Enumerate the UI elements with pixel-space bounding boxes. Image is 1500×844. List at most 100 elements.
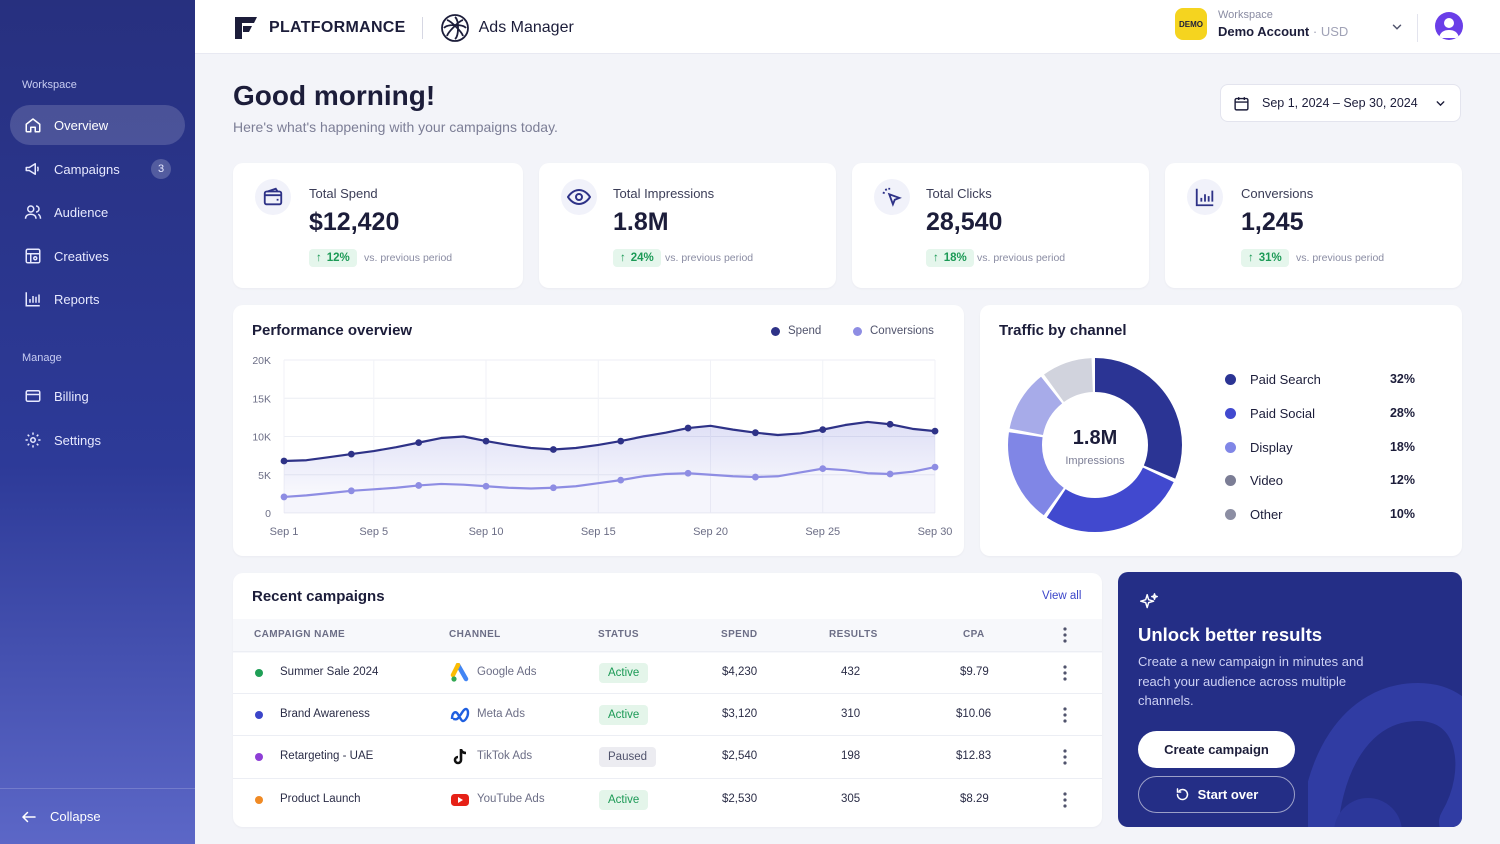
kpi-label: Total Spend — [309, 186, 378, 201]
channel-pct: 32% — [1389, 372, 1415, 386]
performance-title: Performance overview — [252, 322, 413, 339]
legend-label: Spend — [788, 325, 822, 337]
kpi-comparison: vs. previous period — [977, 252, 1066, 264]
workspace-separator: · — [1312, 23, 1318, 39]
channel-name: Other — [1250, 506, 1283, 522]
performance-chart: 0 5K 10K 15K 20K Sep 1 Sep 5 Sep 10 Sep 15 Sep 20… — [252, 355, 952, 538]
workspace-switcher[interactable]: DEMO Workspace Demo Account · USD — [1175, 8, 1348, 41]
collapse-sidebar-button[interactable]: Collapse — [0, 788, 195, 844]
page-title: Good morning! — [233, 80, 436, 111]
sparkle-icon — [1140, 593, 1158, 609]
spend-point — [684, 424, 692, 432]
spend-point — [617, 437, 625, 445]
kpi-comparison: vs. previous period — [364, 252, 453, 264]
sidebar-item-audience[interactable]: Audience — [10, 192, 185, 232]
campaign-dot — [255, 753, 263, 761]
row-menu-icon[interactable] — [1059, 748, 1071, 766]
kpi-change-badge: ↑ 18% — [926, 249, 974, 267]
column-header[interactable]: RESULTS — [829, 629, 878, 640]
sidebar-item-billing[interactable]: Billing — [10, 376, 185, 416]
sidebar-item-label: Audience — [54, 204, 109, 220]
donut-slice[interactable] — [1008, 358, 1182, 532]
kpi-change-value: 18% — [943, 252, 967, 264]
campaign-dot — [255, 669, 263, 677]
legend-conversions[interactable]: Conversions — [853, 325, 934, 337]
sidebar-item-label: Overview — [54, 117, 109, 133]
collapse-label: Collapse — [50, 809, 101, 824]
start-over-button[interactable]: Start over — [1138, 776, 1295, 813]
kpi-value: 1,245 — [1241, 208, 1304, 236]
x-tick-label: Sep 25 — [805, 526, 840, 538]
table-row[interactable]: Product Launch YouTube Ads Active $2,530… — [233, 778, 1102, 820]
sidebar-section-workspace: Workspace — [22, 79, 77, 91]
meta-icon — [450, 707, 470, 723]
table-row[interactable]: Retargeting - UAE TikTok Ads Paused $2,5… — [233, 735, 1102, 777]
y-tick-label: 20K — [252, 355, 271, 367]
tiktok-icon — [453, 749, 467, 765]
column-header[interactable]: CHANNEL — [449, 629, 501, 640]
channel-dot — [1225, 508, 1236, 520]
row-menu-icon[interactable] — [1059, 706, 1071, 724]
workspace-name: Demo Account — [1218, 23, 1310, 39]
wallet-icon — [255, 179, 291, 215]
campaign-cpa: $12.83 — [956, 750, 992, 762]
x-tick-label: Sep 1 — [270, 526, 299, 538]
spend-point — [931, 427, 939, 435]
channel-dot — [1225, 373, 1236, 385]
workspace-badge: DEMO — [1175, 8, 1207, 41]
create-campaign-button[interactable]: Create campaign — [1138, 731, 1295, 768]
kpi-comparison: vs. previous period — [665, 252, 754, 264]
donut-slice[interactable] — [1008, 358, 1182, 532]
campaign-dot — [255, 796, 263, 804]
sidebar-item-creatives[interactable]: Creatives — [10, 236, 185, 276]
ads-manager-logo-icon — [440, 14, 469, 42]
campaign-spend: $2,530 — [722, 793, 758, 805]
kpi-comparison: vs. previous period — [1296, 252, 1385, 264]
spend-point — [347, 450, 355, 458]
sidebar-item-label: Settings — [54, 432, 101, 448]
brand-name: PLATFORMANCE — [269, 19, 406, 36]
table-row[interactable]: Brand Awareness Meta Ads Active $3,120 3… — [233, 693, 1102, 735]
recent-campaigns-card: Recent campaigns View all CAMPAIGN NAME … — [233, 573, 1102, 827]
sidebar-item-label: Billing — [54, 388, 89, 404]
legend-spend[interactable]: Spend — [771, 325, 821, 337]
row-menu-icon[interactable] — [1059, 664, 1071, 682]
column-header[interactable]: CPA — [963, 629, 985, 640]
sidebar-item-settings[interactable]: Settings — [10, 420, 185, 460]
sidebar-item-campaigns[interactable]: Campaigns 3 — [10, 149, 185, 189]
kpi-value: 1.8M — [613, 208, 669, 236]
y-tick-label: 15K — [252, 393, 271, 405]
column-menu-icon[interactable] — [1059, 626, 1071, 644]
y-tick-label: 10K — [252, 432, 271, 444]
column-header[interactable]: SPEND — [721, 629, 758, 640]
youtube-icon — [451, 794, 469, 806]
sidebar-item-reports[interactable]: Reports — [10, 279, 185, 319]
kpi-change-badge: ↑ 31% — [1241, 249, 1289, 267]
kpi-label: Total Clicks — [926, 186, 992, 201]
chevron-down-icon[interactable] — [1390, 20, 1404, 34]
arrow-up-icon: ↑ — [620, 252, 626, 264]
channel-pct: 18% — [1389, 440, 1415, 454]
date-range-picker[interactable]: Sep 1, 2024 – Sep 30, 2024 — [1220, 84, 1461, 122]
brand: PLATFORMANCE Ads Manager — [231, 12, 574, 44]
kpi-change-badge: ↑ 24% — [613, 249, 661, 267]
campaign-results: 198 — [841, 750, 861, 762]
kpi-change-value: 31% — [1258, 252, 1282, 264]
sidebar-item-overview[interactable]: Overview — [10, 105, 185, 145]
conversions-point — [684, 469, 692, 477]
conversions-point — [280, 493, 288, 501]
row-menu-icon[interactable] — [1059, 791, 1071, 809]
view-all-link[interactable]: View all — [1042, 590, 1082, 602]
kpi-card-conversions: Conversions 1,245 ↑ 31% vs. previous peri… — [1165, 163, 1462, 288]
kpi-card-clicks: Total Clicks 28,540 ↑ 18% vs. previous pe… — [852, 163, 1149, 288]
platformance-logo-icon[interactable] — [231, 13, 261, 43]
column-header[interactable]: CAMPAIGN NAME — [254, 629, 346, 640]
kpi-value: $12,420 — [309, 208, 400, 236]
campaign-results: 432 — [841, 666, 861, 678]
promo-title: Unlock better results — [1138, 624, 1323, 645]
donut-slice[interactable] — [1008, 358, 1182, 532]
avatar[interactable] — [1435, 12, 1463, 40]
x-tick-label: Sep 5 — [359, 526, 388, 538]
table-row[interactable]: Summer Sale 2024 Google Ads Active $4,23… — [233, 651, 1102, 693]
column-header[interactable]: STATUS — [598, 629, 639, 640]
